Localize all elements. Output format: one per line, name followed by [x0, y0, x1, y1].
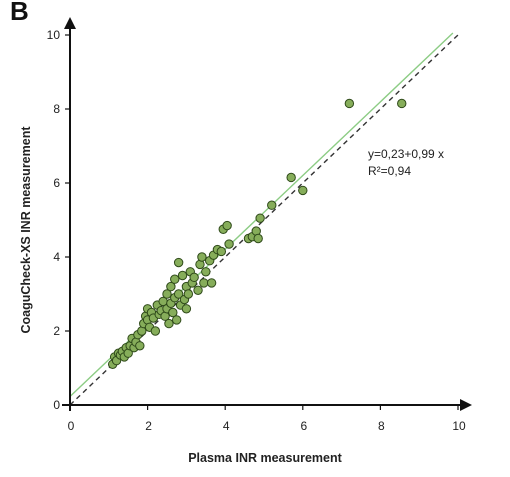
r-squared-label: R²=0,94 [368, 164, 411, 178]
regression-equation: y=0,23+0,99 x [368, 147, 444, 161]
data-point [172, 315, 182, 325]
data-point [298, 185, 308, 196]
data-point [193, 285, 203, 295]
y-axis-arrow-icon [64, 17, 76, 29]
data-point [189, 272, 199, 283]
data-point [286, 172, 296, 183]
x-axis-arrow-icon [460, 399, 472, 411]
data-points [107, 98, 407, 369]
data-point [173, 289, 184, 299]
data-point [177, 270, 188, 281]
data-point [344, 98, 355, 109]
x-tick-label: 4 [223, 419, 230, 433]
data-point [222, 220, 232, 231]
y-tick-label: 6 [53, 176, 60, 190]
data-point [150, 326, 161, 336]
data-point [397, 98, 407, 109]
x-tick-label: 0 [68, 419, 75, 433]
data-point [170, 274, 180, 284]
data-point [135, 341, 145, 351]
data-point [166, 281, 176, 292]
data-point [201, 267, 211, 277]
x-tick-label: 8 [378, 419, 385, 433]
data-point [173, 257, 184, 268]
data-point [183, 289, 194, 299]
data-point [255, 213, 265, 223]
y-tick-label: 8 [53, 102, 60, 116]
x-ticks: 0 2 4 6 8 10 [68, 405, 466, 433]
data-point [199, 278, 209, 288]
y-ticks: 0 2 4 6 8 10 [47, 28, 70, 412]
y-tick-label: 2 [53, 324, 60, 338]
plot-area [69, 32, 459, 406]
data-point [181, 304, 192, 314]
y-axis-title: CoaguCheck-XS INR measurement [19, 126, 33, 334]
data-point [168, 307, 178, 318]
panel-label: B [10, 0, 29, 26]
y-tick-label: 0 [53, 398, 60, 412]
data-point [197, 252, 207, 262]
y-tick-label: 4 [53, 250, 60, 264]
data-point [164, 318, 174, 329]
data-point [267, 200, 277, 210]
y-tick-label: 10 [47, 28, 61, 42]
data-point [216, 246, 227, 257]
x-axis-title: Plasma INR measurement [188, 451, 342, 465]
data-point [162, 289, 172, 299]
x-tick-label: 2 [145, 419, 152, 433]
axes: 0 2 4 6 8 10 0 2 4 6 8 10 [47, 17, 472, 433]
data-point [253, 233, 263, 244]
data-point [206, 278, 217, 288]
x-tick-label: 10 [452, 419, 466, 433]
x-tick-label: 6 [300, 419, 307, 433]
data-point [224, 239, 234, 249]
